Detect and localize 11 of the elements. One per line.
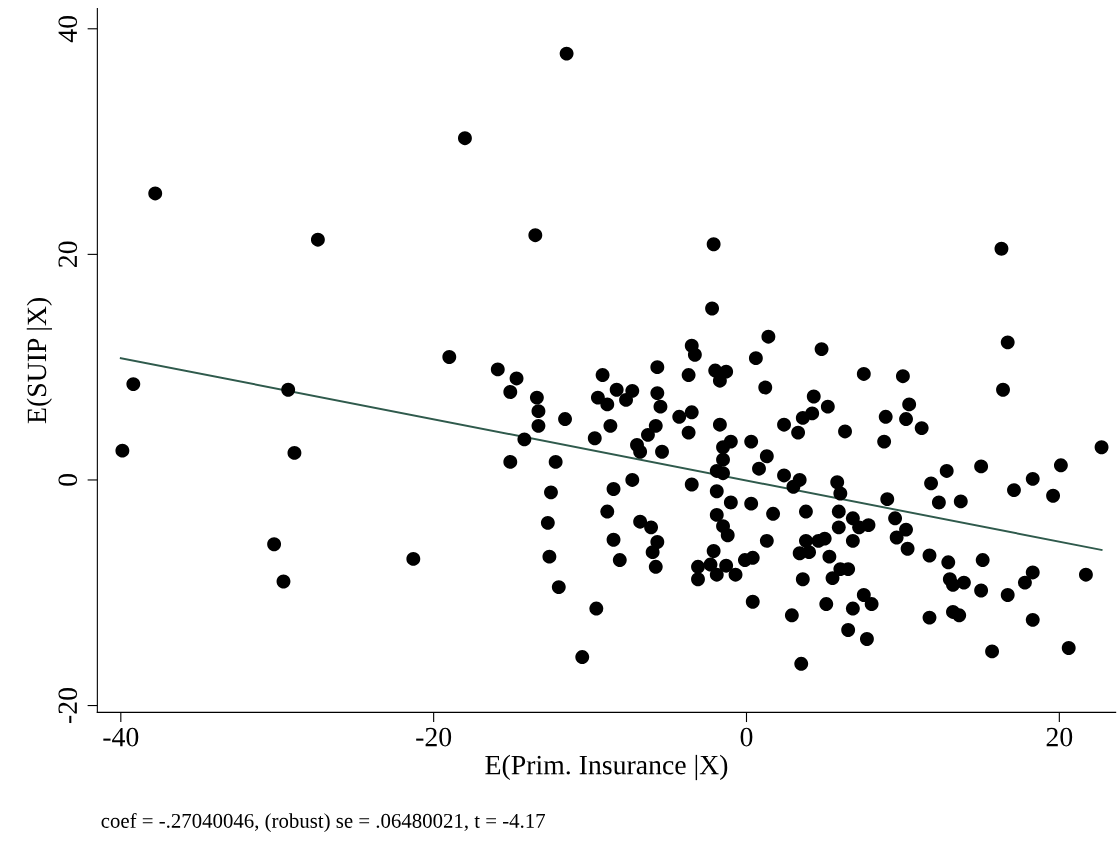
y-tick-label: 0: [58, 474, 78, 486]
x-tick-label: -40: [103, 727, 139, 747]
y-tick-label: 20: [58, 241, 78, 268]
y-axis-title: E(SUIP |X): [26, 298, 53, 424]
text: coef = -.27040046, (robust) se = .06480021, t = -4.17: [101, 813, 546, 833]
x-tick-label: 20: [1046, 727, 1073, 747]
x-tick-label: -20: [416, 727, 452, 747]
y-tick-label: 40: [58, 15, 78, 43]
x-tick-label: 0: [740, 727, 753, 747]
y-tick-label: -20: [58, 688, 78, 724]
x-axis-title: E(Prim. Insurance |X): [485, 754, 728, 781]
